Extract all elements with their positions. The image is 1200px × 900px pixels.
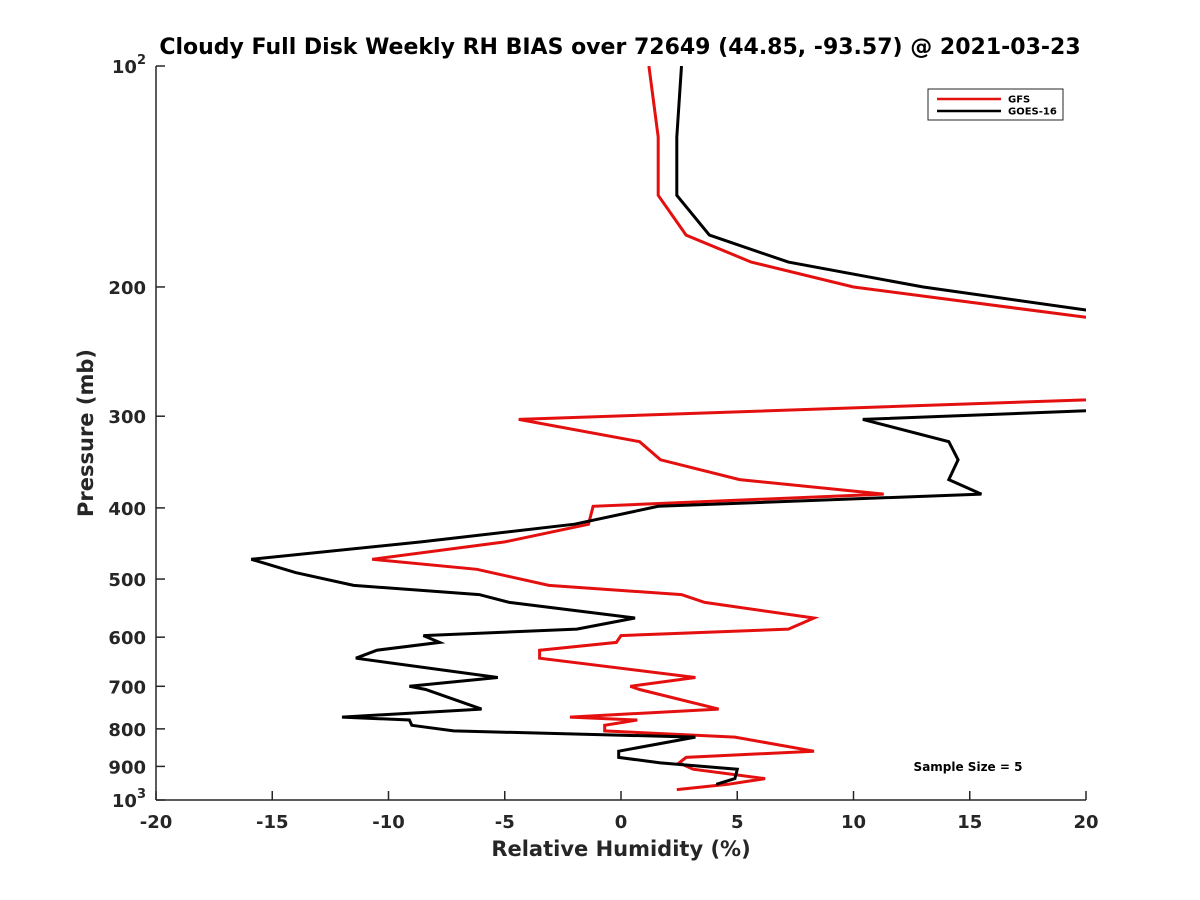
x-tick-label: 10 (841, 812, 866, 833)
y-tick-label: 900 (108, 757, 146, 778)
x-axis-ticks: -20 -15 -10 -5 0 5 10 15 20 (140, 791, 1099, 833)
y-tick-base: 10 (112, 791, 137, 812)
x-axis-label: Relative Humidity (%) (491, 837, 750, 861)
y-tick-label: 600 (108, 628, 146, 649)
y-tick-label: 102 (112, 53, 146, 78)
x-tick-label: 0 (615, 812, 628, 833)
chart-title: Cloudy Full Disk Weekly RH BIAS over 726… (159, 35, 1080, 60)
legend-label: GOES-16 (1008, 107, 1057, 118)
y-tick-label: 400 (108, 499, 146, 520)
series-layer (250, 66, 1086, 792)
y-tick-base: 10 (112, 57, 137, 78)
legend-box (927, 88, 1064, 121)
y-tick-label: 800 (108, 720, 146, 741)
x-tick-label: -20 (140, 812, 173, 833)
x-tick-label: 15 (957, 812, 982, 833)
legend-label: GFS (1008, 95, 1030, 106)
y-tick-label: 300 (108, 407, 146, 428)
y-tick-label: 103 (112, 787, 146, 812)
x-tick-label: 5 (731, 812, 744, 833)
x-tick-label: -5 (495, 812, 515, 833)
series-line-goes-16 (250, 66, 1086, 786)
sample-size-annotation: Sample Size = 5 (914, 760, 1023, 774)
y-tick-exponent: 3 (137, 787, 146, 802)
y-tick-label: 500 (108, 570, 146, 591)
y-tick-label: 200 (108, 278, 146, 299)
series-line-gfs (372, 66, 1086, 792)
x-tick-label: -10 (372, 812, 405, 833)
y-axis-label: Pressure (mb) (74, 349, 98, 517)
y-tick-label: 700 (108, 677, 146, 698)
x-tick-label: -15 (256, 812, 289, 833)
x-tick-label: 20 (1073, 812, 1098, 833)
y-tick-exponent: 2 (137, 53, 146, 68)
